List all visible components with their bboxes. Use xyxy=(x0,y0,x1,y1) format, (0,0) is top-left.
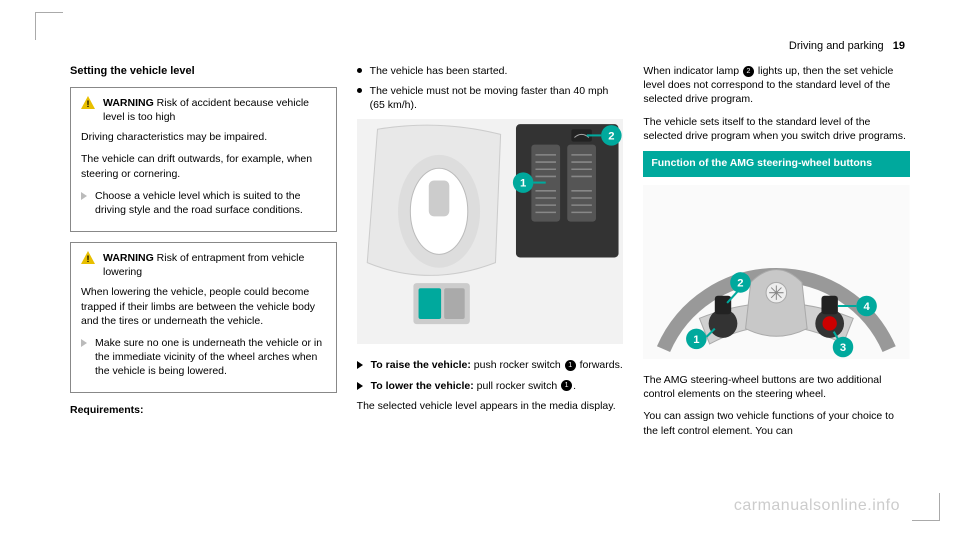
text: When indicator lamp xyxy=(643,65,742,77)
content-columns: Setting the vehicle level ! WARNING Risk… xyxy=(70,64,910,446)
arrow-icon xyxy=(357,361,363,369)
watermark: carmanualsonline.info xyxy=(734,497,900,515)
crop-mark-br xyxy=(912,493,940,521)
svg-text:2: 2 xyxy=(738,277,744,289)
figure-center-console: 1 2 xyxy=(357,119,624,345)
instruction-text: To lower the vehicle: pull rocker switch… xyxy=(371,379,576,393)
label: To raise the vehicle: xyxy=(371,359,471,371)
paragraph: You can assign two vehicle functions of … xyxy=(643,409,910,437)
column-3: When indicator lamp 2 lights up, then th… xyxy=(643,64,910,446)
paragraph: The selected vehicle level appears in th… xyxy=(357,399,624,413)
text: pull rocker switch xyxy=(474,380,560,392)
instruction-text: Make sure no one is underneath the vehic… xyxy=(95,336,326,379)
figure-steering-wheel: 1 2 3 4 xyxy=(643,185,910,359)
warning-text: When lowering the vehicle, people could … xyxy=(81,285,326,328)
warning-box-2: ! WARNING Risk of entrapment from vehicl… xyxy=(70,242,337,393)
paragraph: When indicator lamp 2 lights up, then th… xyxy=(643,64,910,107)
crop-mark-tl xyxy=(35,12,63,40)
svg-text:1: 1 xyxy=(694,333,700,345)
instruction-text: Choose a vehicle level which is suited t… xyxy=(95,189,326,217)
bullet-item: The vehicle has been started. xyxy=(357,64,624,78)
warning-text: Driving characteristics may be impaired. xyxy=(81,130,326,144)
text: push rocker switch xyxy=(471,359,564,371)
column-2: The vehicle has been started. The vehicl… xyxy=(357,64,624,446)
warning-box-1: ! WARNING Risk of accident because vehic… xyxy=(70,87,337,232)
marker-1: 1 xyxy=(561,380,572,391)
bullet-item: The vehicle must not be moving faster th… xyxy=(357,84,624,112)
text: forwards. xyxy=(577,359,623,371)
warning-title-wrap: WARNING Risk of accident because vehicle… xyxy=(103,96,326,124)
warning-icon: ! xyxy=(81,96,95,109)
marker-1: 1 xyxy=(565,360,576,371)
bullet-text: The vehicle must not be moving faster th… xyxy=(370,84,624,112)
label: To lower the vehicle: xyxy=(371,380,474,392)
arrow-icon xyxy=(81,192,87,200)
instruction-text: To raise the vehicle: push rocker switch… xyxy=(371,358,623,372)
instruction-item: Choose a vehicle level which is suited t… xyxy=(81,189,326,217)
instruction-item: Make sure no one is underneath the vehic… xyxy=(81,336,326,379)
svg-text:2: 2 xyxy=(608,130,614,142)
svg-text:1: 1 xyxy=(520,177,526,189)
section-title: Setting the vehicle level xyxy=(70,64,337,79)
manual-page: Driving and parking 19 Setting the vehic… xyxy=(0,0,960,533)
svg-text:3: 3 xyxy=(840,342,846,354)
warning-head: ! WARNING Risk of accident because vehic… xyxy=(81,96,326,124)
arrow-icon xyxy=(81,339,87,347)
section-heading-teal: Function of the AMG steering-wheel butto… xyxy=(643,151,910,177)
bullet-text: The vehicle has been started. xyxy=(370,64,508,78)
page-number: 19 xyxy=(893,40,905,52)
svg-text:!: ! xyxy=(87,99,90,109)
warning-icon: ! xyxy=(81,251,95,264)
arrow-icon xyxy=(357,382,363,390)
text: . xyxy=(573,380,576,392)
marker-2: 2 xyxy=(743,66,754,77)
column-1: Setting the vehicle level ! WARNING Risk… xyxy=(70,64,337,446)
header-section: Driving and parking xyxy=(789,40,884,52)
warning-title-wrap: WARNING Risk of entrapment from vehicle … xyxy=(103,251,326,279)
warning-label: WARNING xyxy=(103,97,154,109)
page-header: Driving and parking 19 xyxy=(70,40,910,52)
svg-text:!: ! xyxy=(87,254,90,264)
instruction-item: To lower the vehicle: pull rocker switch… xyxy=(357,379,624,393)
instruction-item: To raise the vehicle: push rocker switch… xyxy=(357,358,624,372)
warning-text: The vehicle can drift outwards, for exam… xyxy=(81,152,326,180)
paragraph: The vehicle sets itself to the standard … xyxy=(643,115,910,143)
paragraph: The AMG steering-wheel buttons are two a… xyxy=(643,373,910,401)
requirements-label: Requirements: xyxy=(70,403,337,417)
svg-text:4: 4 xyxy=(864,301,871,313)
warning-head: ! WARNING Risk of entrapment from vehicl… xyxy=(81,251,326,279)
warning-label: WARNING xyxy=(103,252,154,264)
